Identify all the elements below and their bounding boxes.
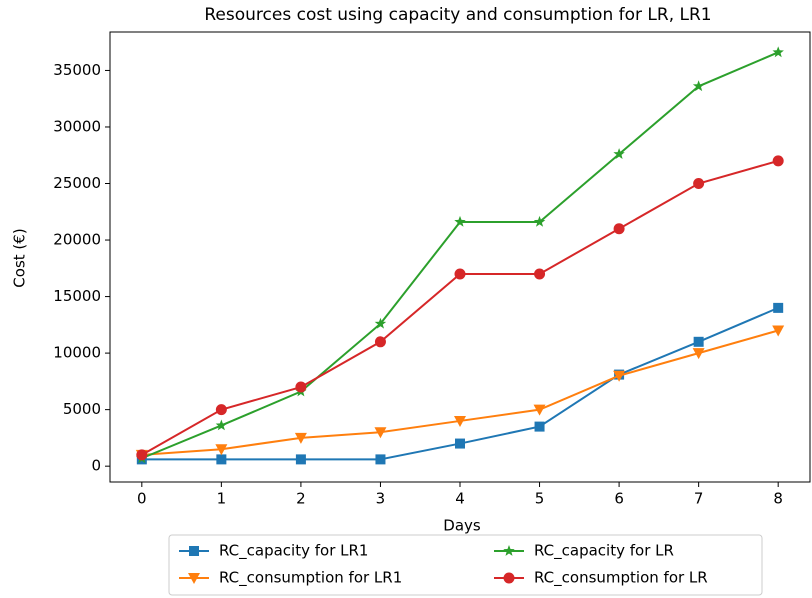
marker — [215, 444, 228, 456]
marker — [216, 454, 227, 465]
marker — [533, 404, 546, 416]
y-tick-label: 15000 — [53, 287, 101, 305]
series-line — [141, 159, 779, 456]
marker — [773, 302, 784, 313]
legend-label: RC_capacity for LR — [534, 542, 674, 561]
marker — [295, 381, 307, 393]
y-axis-label: Cost (€) — [11, 228, 29, 287]
y-tick-label: 0 — [91, 457, 101, 475]
marker — [215, 419, 228, 431]
x-tick-label: 3 — [376, 490, 386, 508]
legend-label: RC_consumption for LR1 — [219, 569, 402, 588]
marker — [613, 223, 625, 235]
marker — [374, 317, 387, 329]
marker — [375, 454, 386, 465]
marker — [534, 268, 546, 280]
series-line — [141, 51, 779, 460]
legend-box — [168, 534, 763, 596]
marker — [189, 546, 199, 556]
series-line — [141, 306, 779, 461]
marker — [534, 421, 545, 432]
x-tick-label: 6 — [614, 490, 624, 508]
x-tick-label: 8 — [773, 490, 783, 508]
legend-label: RC_capacity for LR1 — [219, 542, 368, 561]
x-tick-label: 7 — [694, 490, 704, 508]
x-tick-label: 0 — [137, 490, 147, 508]
marker — [692, 80, 705, 92]
marker — [503, 572, 515, 584]
y-tick-label: 30000 — [53, 117, 101, 135]
marker — [215, 404, 227, 416]
marker — [374, 336, 386, 348]
x-tick-label: 4 — [455, 490, 465, 508]
marker — [772, 155, 784, 167]
marker — [772, 325, 785, 337]
chart-title: Resources cost using capacity and consum… — [204, 5, 711, 25]
x-tick-label: 5 — [535, 490, 545, 508]
y-tick-label: 20000 — [53, 231, 101, 249]
marker — [613, 148, 625, 159]
y-tick-label: 25000 — [53, 174, 101, 192]
marker — [613, 370, 626, 382]
marker — [533, 215, 546, 227]
marker — [455, 438, 465, 449]
marker — [772, 46, 784, 58]
x-tick-label: 2 — [296, 490, 306, 508]
y-tick-label: 10000 — [53, 344, 101, 362]
legend-label: RC_consumption for LR — [534, 569, 708, 588]
marker — [294, 432, 307, 444]
marker — [503, 545, 515, 556]
y-tick-label: 35000 — [53, 61, 101, 79]
x-tick-label: 1 — [217, 490, 227, 508]
y-tick-label: 5000 — [63, 400, 101, 418]
marker — [295, 454, 306, 465]
marker — [374, 427, 387, 439]
marker — [136, 449, 148, 461]
marker — [693, 178, 705, 190]
plot-frame — [109, 31, 811, 483]
marker — [692, 348, 705, 360]
marker — [454, 268, 466, 280]
marker — [454, 415, 466, 427]
marker — [188, 573, 200, 584]
marker — [454, 215, 466, 227]
x-axis-label: Days — [443, 517, 481, 535]
marker — [693, 336, 704, 347]
